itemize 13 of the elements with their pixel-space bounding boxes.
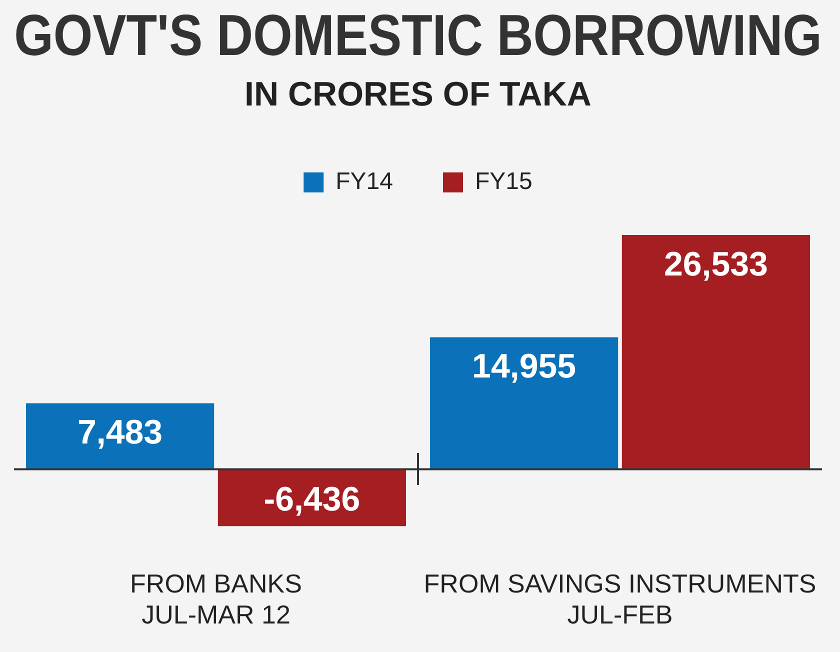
chart-subtitle: IN CRORES OF TAKA <box>244 75 592 114</box>
bar <box>622 235 810 470</box>
data-label: 14,955 <box>472 348 576 386</box>
data-label: -6,436 <box>264 480 360 519</box>
legend-label: FY15 <box>475 168 532 196</box>
data-label: 26,533 <box>664 245 768 284</box>
legend-label: FY14 <box>336 168 394 196</box>
chart-title: GOVT'S DOMESTIC BORROWING <box>14 2 822 68</box>
x-tick-label: FROM SAVINGS INSTRUMENTS JUL-FEB <box>424 568 816 630</box>
data-label: 7,483 <box>78 414 163 452</box>
bar <box>26 403 214 470</box>
bar <box>430 337 618 470</box>
x-tick-label: FROM BANKS JUL-MAR 12 <box>130 568 302 630</box>
